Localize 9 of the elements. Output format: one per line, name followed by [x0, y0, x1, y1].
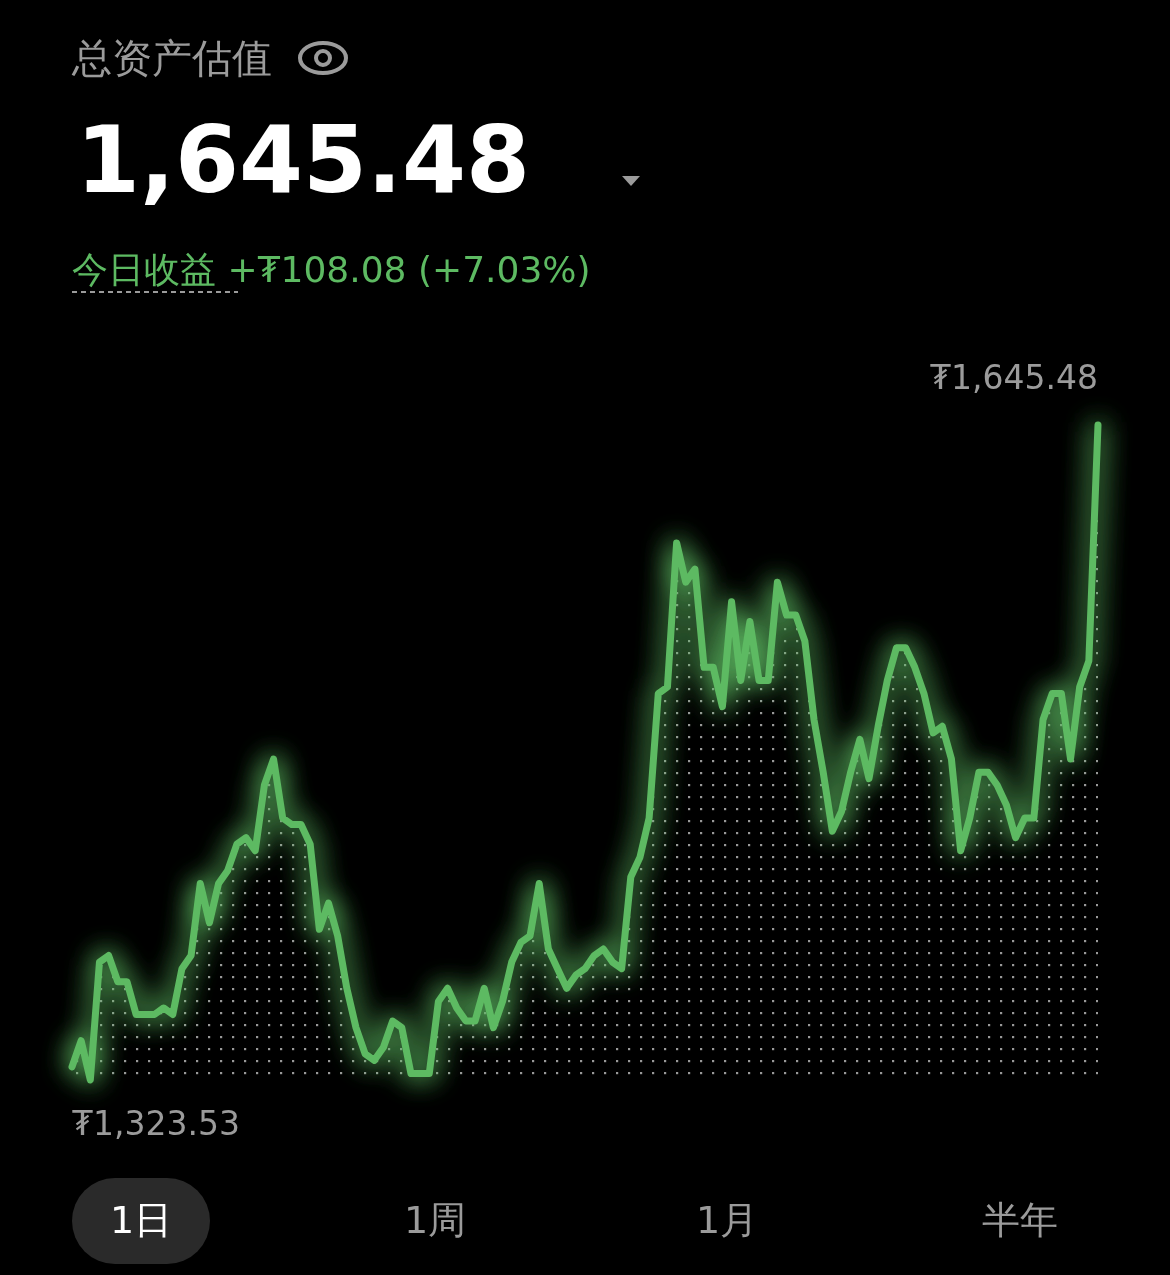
text: 1日: [109, 1198, 173, 1242]
chart-title: 总资产估值: [71, 35, 272, 81]
text: ₮1,323.53: [72, 1104, 240, 1143]
text: ₮1,645.48: [930, 358, 1098, 397]
text: 1月: [695, 1198, 759, 1242]
chart-subtitle: 1,645.48: [76, 107, 530, 214]
text: 今日收益 +₮108.08 (+7.03%): [72, 249, 591, 290]
text: 1周: [403, 1198, 467, 1242]
text: 半年: [982, 1198, 1058, 1242]
